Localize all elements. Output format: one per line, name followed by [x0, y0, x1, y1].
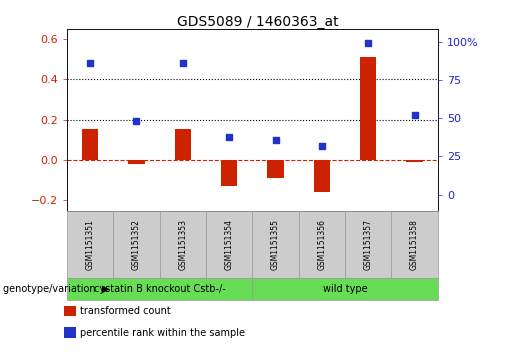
Text: GSM1151355: GSM1151355: [271, 219, 280, 270]
Bar: [406, 160, 423, 162]
Text: GDS5089 / 1460363_at: GDS5089 / 1460363_at: [177, 15, 338, 29]
Text: GSM1151358: GSM1151358: [410, 219, 419, 270]
Text: transformed count: transformed count: [80, 306, 170, 316]
Bar: [314, 160, 330, 192]
Text: GSM1151357: GSM1151357: [364, 219, 373, 270]
Bar: [128, 160, 145, 164]
Text: percentile rank within the sample: percentile rank within the sample: [80, 327, 245, 338]
Text: GSM1151352: GSM1151352: [132, 219, 141, 270]
Text: GSM1151356: GSM1151356: [317, 219, 327, 270]
Point: [271, 137, 280, 143]
Point: [179, 60, 187, 66]
Text: wild type: wild type: [323, 284, 367, 294]
Bar: [221, 160, 237, 186]
Bar: [175, 129, 191, 160]
Text: GSM1151354: GSM1151354: [225, 219, 234, 270]
Point: [225, 134, 233, 139]
Bar: [267, 160, 284, 178]
Point: [318, 143, 326, 148]
Point: [364, 40, 372, 46]
Text: GSM1151351: GSM1151351: [85, 219, 95, 270]
Text: genotype/variation  ▶: genotype/variation ▶: [3, 284, 109, 294]
Text: GSM1151353: GSM1151353: [178, 219, 187, 270]
Bar: [360, 57, 376, 160]
Text: cystatin B knockout Cstb-/-: cystatin B knockout Cstb-/-: [94, 284, 226, 294]
Point: [410, 112, 419, 118]
Point: [86, 60, 94, 66]
Point: [132, 118, 141, 124]
Bar: [82, 129, 98, 160]
